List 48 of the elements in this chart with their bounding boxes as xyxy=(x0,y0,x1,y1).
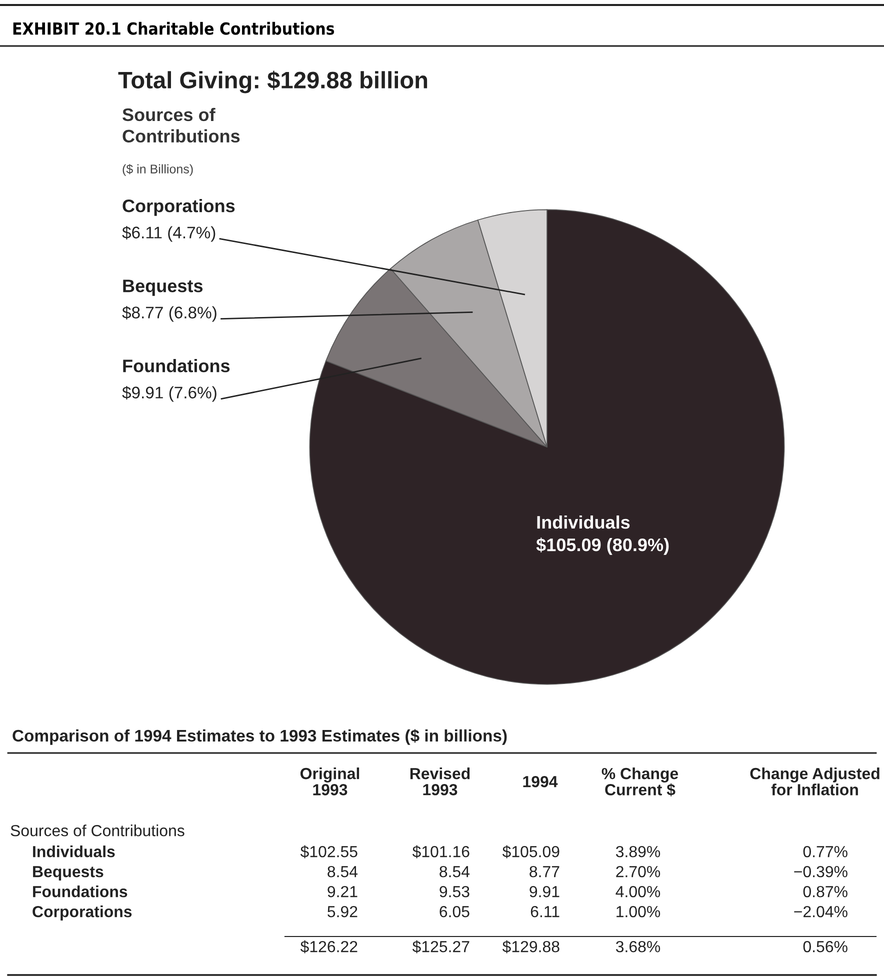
slice-label: Foundations xyxy=(123,359,230,372)
data-label: 9.91 xyxy=(530,886,560,898)
text: Original 1993 xyxy=(300,767,360,796)
text: % Change Current $ xyxy=(602,767,678,796)
text: 3.68% xyxy=(616,940,660,952)
data-label: 4.00% xyxy=(616,886,660,898)
data-label: $102.55 xyxy=(300,845,358,858)
text: ($ in Billions) xyxy=(122,164,193,176)
text: Revised 1993 xyxy=(410,768,470,796)
chart-subtitle: Sources of Contributions xyxy=(122,108,240,143)
data-label: 9.21 xyxy=(328,886,358,898)
text: Comparison of 1994 Estimates to 1993 Estimates ($ in billions) xyxy=(12,729,507,745)
text: Change Adjusted for Inflation xyxy=(750,767,880,796)
slice-label: Bequests xyxy=(123,280,203,296)
text: $126.22 xyxy=(300,940,358,954)
category-label: Individuals xyxy=(33,846,115,858)
category-label: Corporations xyxy=(32,906,132,920)
data-label: −2.04% xyxy=(794,906,848,918)
category-label: Foundations xyxy=(33,886,128,898)
data-label: 9.53 xyxy=(440,886,470,898)
data-label: 3.89% xyxy=(616,846,660,858)
data-label: $105.09 (80.9%) xyxy=(536,538,669,555)
data-label: 6.05 xyxy=(440,906,470,918)
text: EXHIBIT 20.1 Charitable Contributions xyxy=(13,22,334,35)
source-note: Sources of Contributions xyxy=(10,824,184,836)
data-label: 8.54 xyxy=(328,866,358,878)
data-label: 1.00% xyxy=(616,906,660,918)
text: 1994 xyxy=(523,776,558,788)
category-label: Bequests xyxy=(33,866,104,880)
data-label: $105.09 xyxy=(502,845,560,858)
data-label: $6.11 (4.7%) xyxy=(122,226,216,242)
data-label: 8.54 xyxy=(440,866,470,878)
text: $125.27 xyxy=(412,940,470,954)
data-label: 8.77 xyxy=(530,866,560,878)
data-label: 2.70% xyxy=(616,866,660,878)
data-label: 0.87% xyxy=(803,886,848,898)
data-label: −0.39% xyxy=(794,866,848,878)
data-label: $9.91 (7.6%) xyxy=(122,386,216,402)
data-label: $101.16 xyxy=(412,845,470,858)
text: $129.88 xyxy=(502,940,560,954)
slice-label: Corporations xyxy=(122,199,235,216)
data-label: $8.77 (6.8%) xyxy=(122,306,216,322)
data-label: 5.92 xyxy=(328,906,358,918)
data-label: 6.11 xyxy=(530,906,560,918)
data-label: 0.77% xyxy=(803,846,848,858)
chart-title: Total Giving: $129.88 billion xyxy=(118,70,428,94)
text: 0.56% xyxy=(803,940,848,952)
slice-label: Individuals xyxy=(537,515,630,529)
